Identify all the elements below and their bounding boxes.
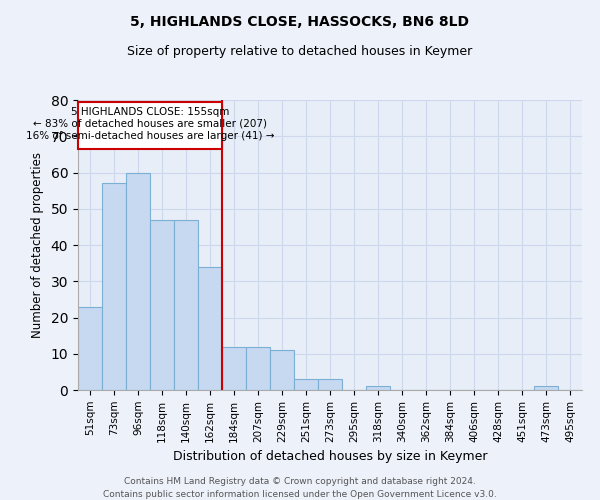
Text: 16% of semi-detached houses are larger (41) →: 16% of semi-detached houses are larger (… <box>26 131 274 141</box>
Text: 5 HIGHLANDS CLOSE: 155sqm: 5 HIGHLANDS CLOSE: 155sqm <box>71 106 229 117</box>
Bar <box>198 267 222 390</box>
Bar <box>246 346 270 390</box>
Text: Size of property relative to detached houses in Keymer: Size of property relative to detached ho… <box>127 45 473 58</box>
Bar <box>150 220 174 390</box>
Text: 5, HIGHLANDS CLOSE, HASSOCKS, BN6 8LD: 5, HIGHLANDS CLOSE, HASSOCKS, BN6 8LD <box>131 15 470 29</box>
Bar <box>174 220 198 390</box>
Bar <box>294 379 318 390</box>
Bar <box>270 350 294 390</box>
Bar <box>318 379 342 390</box>
Y-axis label: Number of detached properties: Number of detached properties <box>31 152 44 338</box>
Text: ← 83% of detached houses are smaller (207): ← 83% of detached houses are smaller (20… <box>33 118 267 128</box>
Bar <box>534 386 558 390</box>
FancyBboxPatch shape <box>78 102 222 149</box>
Bar <box>222 346 246 390</box>
Bar <box>126 172 150 390</box>
Text: Contains public sector information licensed under the Open Government Licence v3: Contains public sector information licen… <box>103 490 497 499</box>
Text: Contains HM Land Registry data © Crown copyright and database right 2024.: Contains HM Land Registry data © Crown c… <box>124 478 476 486</box>
Bar <box>78 306 102 390</box>
X-axis label: Distribution of detached houses by size in Keymer: Distribution of detached houses by size … <box>173 450 487 463</box>
Bar <box>366 386 390 390</box>
Bar <box>102 184 126 390</box>
